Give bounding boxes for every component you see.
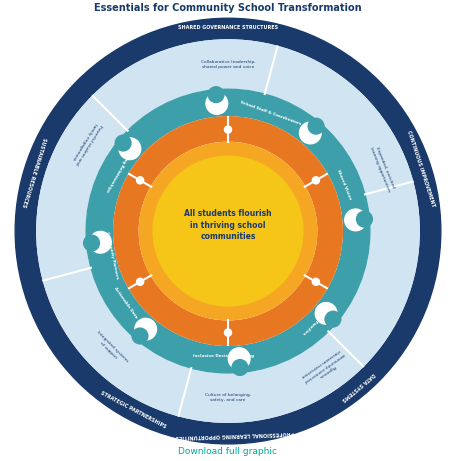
Circle shape (208, 87, 223, 102)
Circle shape (15, 18, 440, 444)
Circle shape (135, 319, 156, 340)
Text: SUSTAINABLE RESOURCES: SUSTAINABLE RESOURCES (21, 136, 47, 207)
Circle shape (136, 177, 143, 184)
Text: SHARED GOVERNANCE STRUCTURES: SHARED GOVERNANCE STRUCTURES (177, 24, 278, 30)
Text: Community Partners: Community Partners (105, 231, 119, 280)
Circle shape (312, 177, 319, 184)
Text: Youth & Families: Youth & Families (301, 304, 331, 335)
Circle shape (37, 40, 418, 422)
Text: CONTINUOUS IMPROVEMENT: CONTINUOUS IMPROVEMENT (405, 130, 435, 207)
Circle shape (232, 360, 247, 375)
Circle shape (113, 117, 342, 345)
Circle shape (119, 138, 141, 160)
Circle shape (136, 278, 143, 285)
Circle shape (86, 89, 369, 373)
Circle shape (299, 122, 320, 144)
Text: Trusting Relationships: Trusting Relationships (105, 145, 134, 192)
Circle shape (84, 235, 99, 251)
Circle shape (153, 156, 302, 306)
Circle shape (324, 311, 340, 327)
Circle shape (308, 118, 323, 134)
Circle shape (228, 348, 249, 370)
Circle shape (113, 117, 342, 345)
Text: School Staff & Coordinators: School Staff & Coordinators (239, 100, 301, 126)
Text: Rigorous,
community-connected
classroom instruction: Rigorous, community-connected classroom … (299, 348, 347, 387)
Text: Expanded, enriched
learning opportunities: Expanded, enriched learning opportunitie… (369, 145, 394, 193)
Circle shape (344, 209, 366, 231)
Circle shape (356, 211, 371, 227)
Circle shape (312, 278, 319, 285)
Text: Powerful student and
family engagement: Powerful student and family engagement (71, 121, 103, 165)
Circle shape (206, 93, 227, 114)
Circle shape (224, 126, 231, 133)
Circle shape (314, 302, 336, 324)
Text: STRATEGIC PARTNERSHIPS: STRATEGIC PARTNERSHIPS (99, 391, 166, 430)
Circle shape (89, 231, 111, 253)
Circle shape (139, 142, 316, 320)
Text: Collaborative leadership,
shared power and voice: Collaborative leadership, shared power a… (200, 60, 255, 69)
Text: Culture of belonging,
safety, and care: Culture of belonging, safety, and care (204, 393, 251, 402)
Circle shape (37, 40, 418, 422)
Circle shape (224, 329, 231, 336)
Circle shape (132, 328, 147, 344)
Circle shape (115, 135, 131, 151)
Text: Integrated systems
of support: Integrated systems of support (92, 331, 128, 367)
Text: PROFESSIONAL LEARNING OPPORTUNITIES: PROFESSIONAL LEARNING OPPORTUNITIES (175, 431, 294, 440)
Text: Download full graphic: Download full graphic (178, 447, 277, 456)
Text: Essentials for Community School Transformation: Essentials for Community School Transfor… (94, 3, 361, 13)
Circle shape (86, 89, 369, 373)
Circle shape (139, 142, 316, 320)
Text: Actionable Data: Actionable Data (113, 286, 137, 319)
Text: Shared Vision: Shared Vision (335, 169, 351, 200)
Text: All students flourish
in thriving school
communities: All students flourish in thriving school… (184, 209, 271, 242)
Text: Inclusive Decision-Making: Inclusive Decision-Making (193, 354, 253, 358)
Text: DATA SYSTEMS: DATA SYSTEMS (340, 371, 375, 402)
